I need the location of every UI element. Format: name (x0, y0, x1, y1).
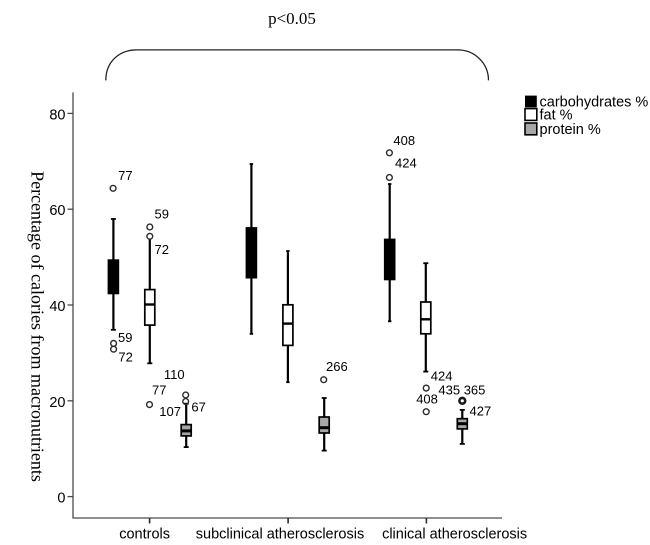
svg-text:435 365: 435 365 (438, 383, 485, 398)
svg-text:67: 67 (191, 400, 205, 415)
svg-text:Percentage of calories from ma: Percentage of calories from macronutrien… (28, 171, 48, 482)
svg-text:protein %: protein % (540, 122, 601, 138)
svg-text:72: 72 (118, 350, 132, 365)
svg-text:408: 408 (393, 133, 415, 148)
svg-text:controls: controls (119, 527, 170, 543)
svg-text:20: 20 (49, 395, 65, 411)
svg-text:110: 110 (164, 367, 185, 382)
svg-text:77: 77 (118, 168, 132, 183)
svg-text:60: 60 (49, 203, 65, 219)
svg-text:clinical atherosclerosis: clinical atherosclerosis (382, 527, 527, 543)
svg-text:fat %: fat % (540, 107, 573, 123)
svg-text:424: 424 (395, 156, 417, 171)
svg-text:408: 408 (416, 392, 438, 407)
svg-text:107: 107 (159, 404, 181, 419)
svg-text:77: 77 (152, 383, 166, 398)
svg-text:427: 427 (470, 403, 492, 418)
svg-text:424: 424 (431, 368, 453, 383)
svg-text:266: 266 (326, 359, 348, 374)
svg-text:p<0.05: p<0.05 (268, 9, 316, 28)
svg-text:0: 0 (57, 491, 65, 507)
svg-text:40: 40 (49, 299, 65, 315)
svg-text:59: 59 (118, 330, 132, 345)
svg-text:59: 59 (155, 207, 169, 222)
svg-text:72: 72 (155, 242, 169, 257)
svg-text:subclinical atherosclerosis: subclinical atherosclerosis (196, 527, 364, 543)
svg-text:80: 80 (49, 107, 65, 123)
svg-text:carbohydrates %: carbohydrates % (540, 94, 649, 110)
